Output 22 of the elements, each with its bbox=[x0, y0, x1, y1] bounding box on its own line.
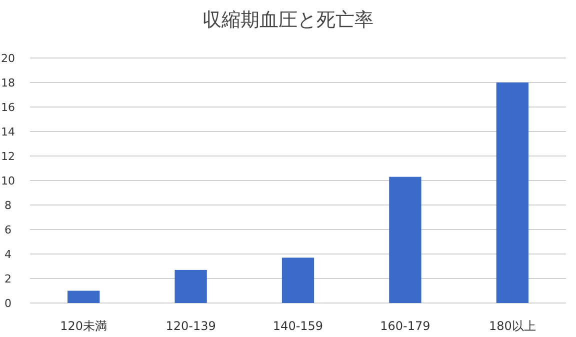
y-tick-label: 6 bbox=[4, 224, 12, 236]
x-tick-label: 120-139 bbox=[166, 319, 216, 333]
bar bbox=[389, 176, 422, 303]
x-tick-label: 140-159 bbox=[272, 319, 324, 333]
x-tick-label: 180以上 bbox=[488, 319, 536, 333]
bar bbox=[174, 270, 207, 303]
bar bbox=[68, 290, 100, 303]
y-tick-label: 0 bbox=[4, 297, 12, 310]
y-tick-label: 14 bbox=[1, 126, 15, 138]
x-tick-label: 120未満 bbox=[60, 319, 108, 333]
y-tick-label: 12 bbox=[1, 150, 15, 163]
y-tick-label: 16 bbox=[1, 101, 15, 114]
y-tick-label: 18 bbox=[1, 76, 15, 90]
y-tick-label: 4 bbox=[4, 248, 12, 261]
y-tick-label: 20 bbox=[1, 52, 15, 65]
y-tick-label: 8 bbox=[4, 199, 12, 212]
chart-title: 収縮期血圧と死亡率 bbox=[202, 9, 374, 31]
y-tick-label: 2 bbox=[4, 272, 12, 286]
x-tick-label: 160-179 bbox=[380, 319, 430, 333]
bar bbox=[496, 82, 528, 303]
y-tick-label: 10 bbox=[1, 174, 15, 188]
bar bbox=[282, 258, 314, 303]
